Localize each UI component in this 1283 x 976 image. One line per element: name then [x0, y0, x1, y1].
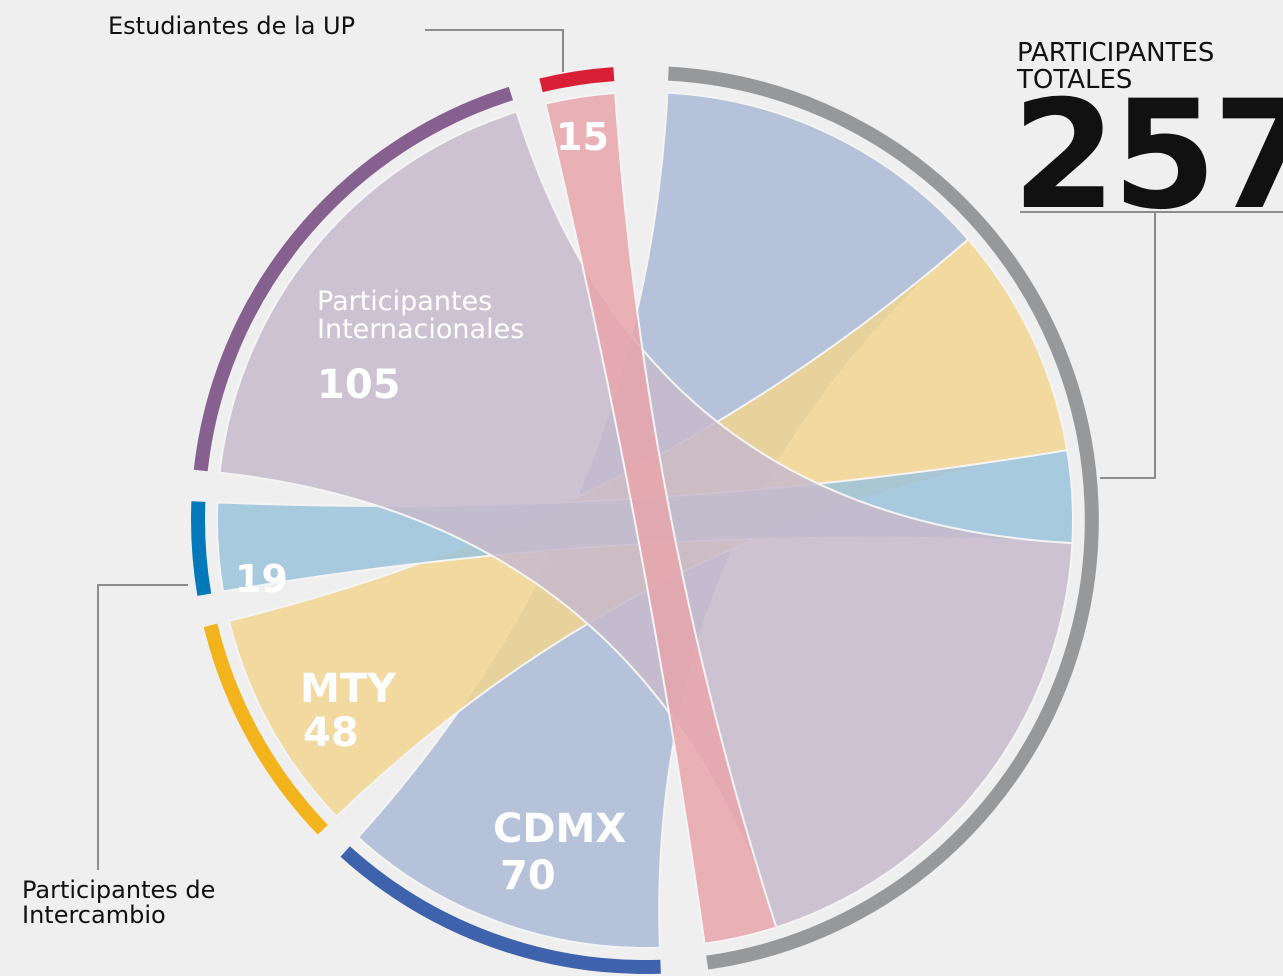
group-arc [340, 846, 661, 974]
group-name: Participantes de Intercambio [22, 876, 216, 930]
group-value: 70 [500, 853, 556, 899]
group-arc [191, 501, 212, 596]
total-value: 257 [1012, 69, 1283, 243]
total-arc [668, 66, 1099, 970]
leader-line [1100, 212, 1156, 479]
ribbon [544, 91, 778, 945]
group-name: CDMX [493, 806, 627, 852]
leader-line [425, 29, 564, 72]
total-label: PARTICIPANTES TOTALES [1017, 38, 1215, 96]
group-value: 48 [303, 710, 359, 756]
group-arc [203, 623, 328, 835]
leader-line [97, 584, 188, 870]
group-name: Participantes Internacionales [317, 286, 525, 346]
arcs [191, 66, 1099, 974]
group-name: Estudiantes de la UP [108, 12, 356, 40]
ribbons [216, 91, 1074, 949]
group-value: 15 [556, 115, 609, 159]
group-name: MTY [300, 666, 397, 712]
group-arc [539, 67, 615, 93]
group-value: 105 [317, 362, 401, 408]
group-value: 19 [235, 557, 288, 601]
leader-lines [97, 29, 1283, 870]
group-arc [193, 86, 514, 472]
